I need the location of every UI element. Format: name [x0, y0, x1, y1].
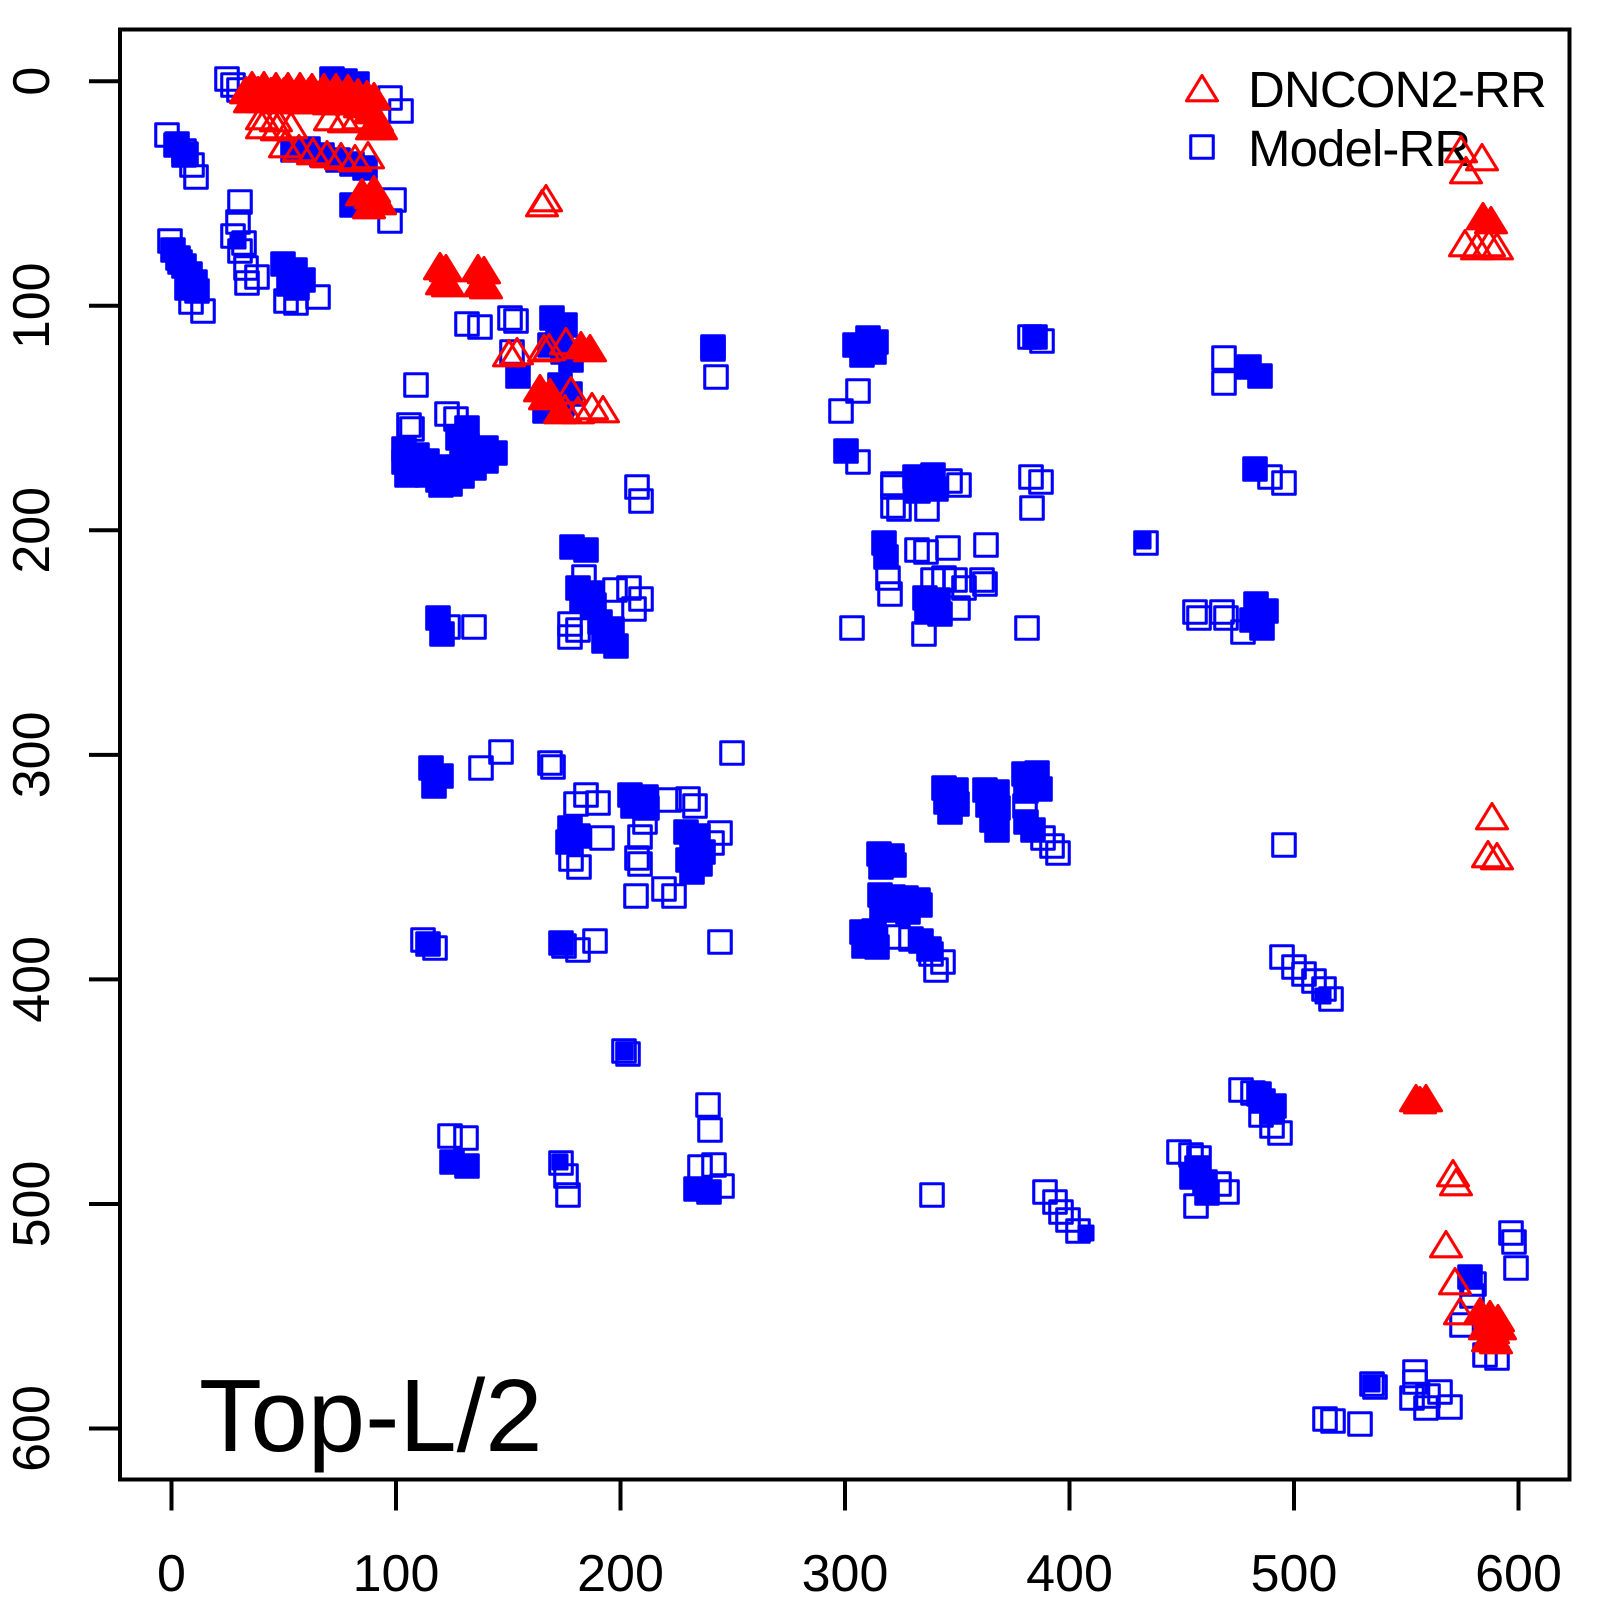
svg-text:300: 300 [802, 1545, 889, 1600]
svg-text:0: 0 [3, 67, 61, 96]
svg-text:DNCON2-RR: DNCON2-RR [1248, 61, 1546, 118]
svg-text:500: 500 [3, 1161, 61, 1248]
svg-text:0: 0 [157, 1545, 186, 1600]
svg-text:500: 500 [1251, 1545, 1338, 1600]
svg-text:300: 300 [3, 712, 61, 799]
svg-text:200: 200 [3, 487, 61, 574]
svg-text:600: 600 [1475, 1545, 1562, 1600]
svg-text:Top-L/2: Top-L/2 [199, 1358, 543, 1473]
svg-text:600: 600 [3, 1385, 61, 1472]
svg-text:400: 400 [1026, 1545, 1113, 1600]
svg-text:200: 200 [577, 1545, 664, 1600]
svg-text:400: 400 [3, 936, 61, 1023]
svg-text:100: 100 [353, 1545, 440, 1600]
svg-text:100: 100 [3, 262, 61, 349]
svg-text:Model-RR: Model-RR [1248, 120, 1470, 177]
